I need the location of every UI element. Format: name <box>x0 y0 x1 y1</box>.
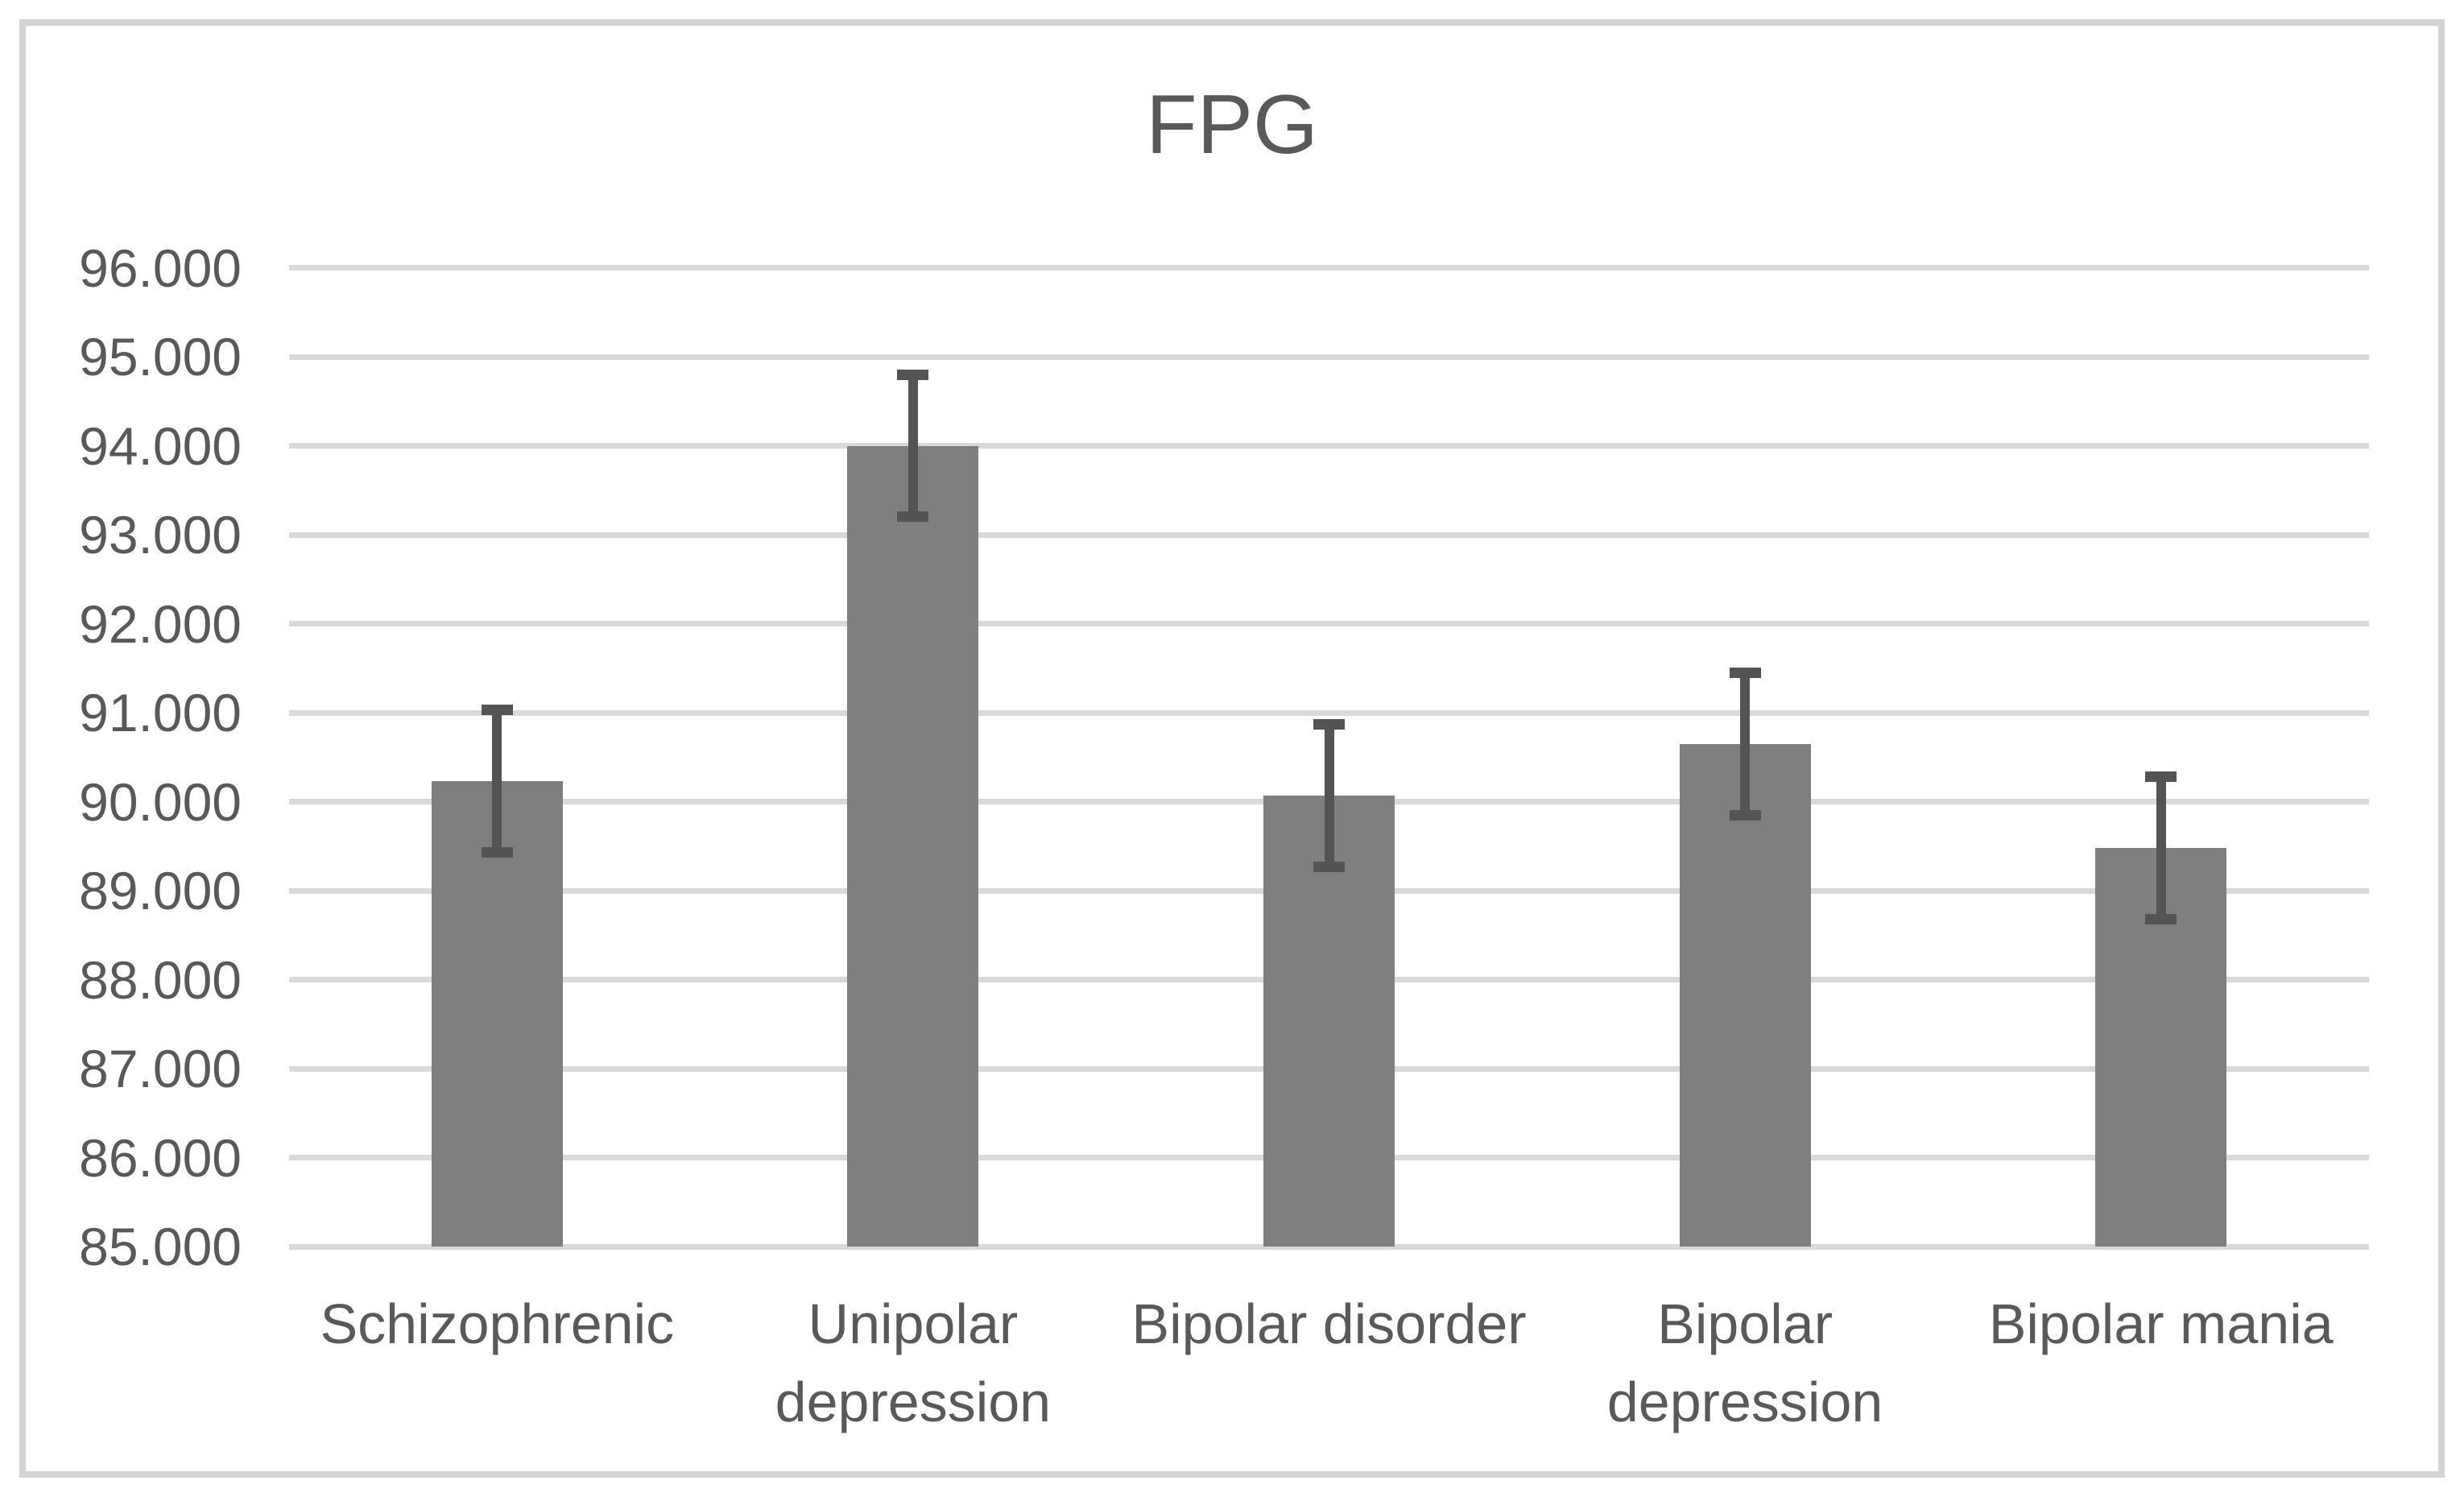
error-bar-line <box>1740 672 1751 816</box>
y-axis-tick-label: 96.000 <box>79 238 242 298</box>
error-bar-cap-bottom <box>1729 809 1761 821</box>
x-category-label: Bipolar depression <box>1606 1292 1883 1433</box>
error-bar-cap-top <box>481 705 513 716</box>
y-axis-tick-label: 90.000 <box>79 771 242 832</box>
x-category-label: Schizophrenic <box>320 1292 675 1355</box>
error-bar-cap-bottom <box>481 846 513 858</box>
y-axis-tick-label: 92.000 <box>79 593 242 654</box>
bar-bipolar-depression <box>1679 743 1811 1247</box>
x-category-label: Bipolar mania <box>1988 1292 2334 1355</box>
x-category-label: Bipolar disorder <box>1131 1292 1527 1355</box>
error-bar-cap-top <box>897 369 929 380</box>
error-bar-cap-top <box>2145 771 2177 783</box>
chart-frame-border <box>19 19 2445 1478</box>
bar-schizophrenic <box>431 781 563 1247</box>
y-axis-tick-label: 85.000 <box>79 1217 242 1276</box>
y-axis-tick-label: 86.000 <box>79 1127 242 1188</box>
gridline <box>289 265 2369 271</box>
error-bar-cap-top <box>1729 667 1761 678</box>
gridline <box>289 1243 2369 1250</box>
gridline <box>289 443 2369 449</box>
error-bar-line <box>2156 776 2166 920</box>
y-axis-tick-label: 89.000 <box>79 861 242 920</box>
error-bar-line <box>1324 724 1334 867</box>
gridline <box>289 621 2369 627</box>
error-bar-cap-bottom <box>2145 913 2177 924</box>
error-bar-line <box>492 709 502 853</box>
x-category-label: Unipolar depression <box>775 1292 1052 1433</box>
chart-title: FPG <box>1146 78 1318 172</box>
gridline <box>289 354 2369 360</box>
error-bar-cap-bottom <box>1313 861 1345 872</box>
error-bar-cap-bottom <box>897 511 929 523</box>
y-axis-tick-label: 88.000 <box>79 949 242 1010</box>
y-axis-tick-label: 93.000 <box>79 505 242 564</box>
gridline <box>289 531 2369 538</box>
y-axis-tick-label: 95.000 <box>79 327 242 387</box>
y-axis-tick-label: 94.000 <box>79 416 242 476</box>
bar-unipolar-depression <box>847 445 979 1247</box>
y-axis-tick-label: 91.000 <box>79 683 242 742</box>
gridline <box>289 709 2369 716</box>
error-bar-line <box>907 374 918 517</box>
error-bar-cap-top <box>1313 718 1345 730</box>
y-axis-tick-label: 87.000 <box>79 1039 242 1098</box>
